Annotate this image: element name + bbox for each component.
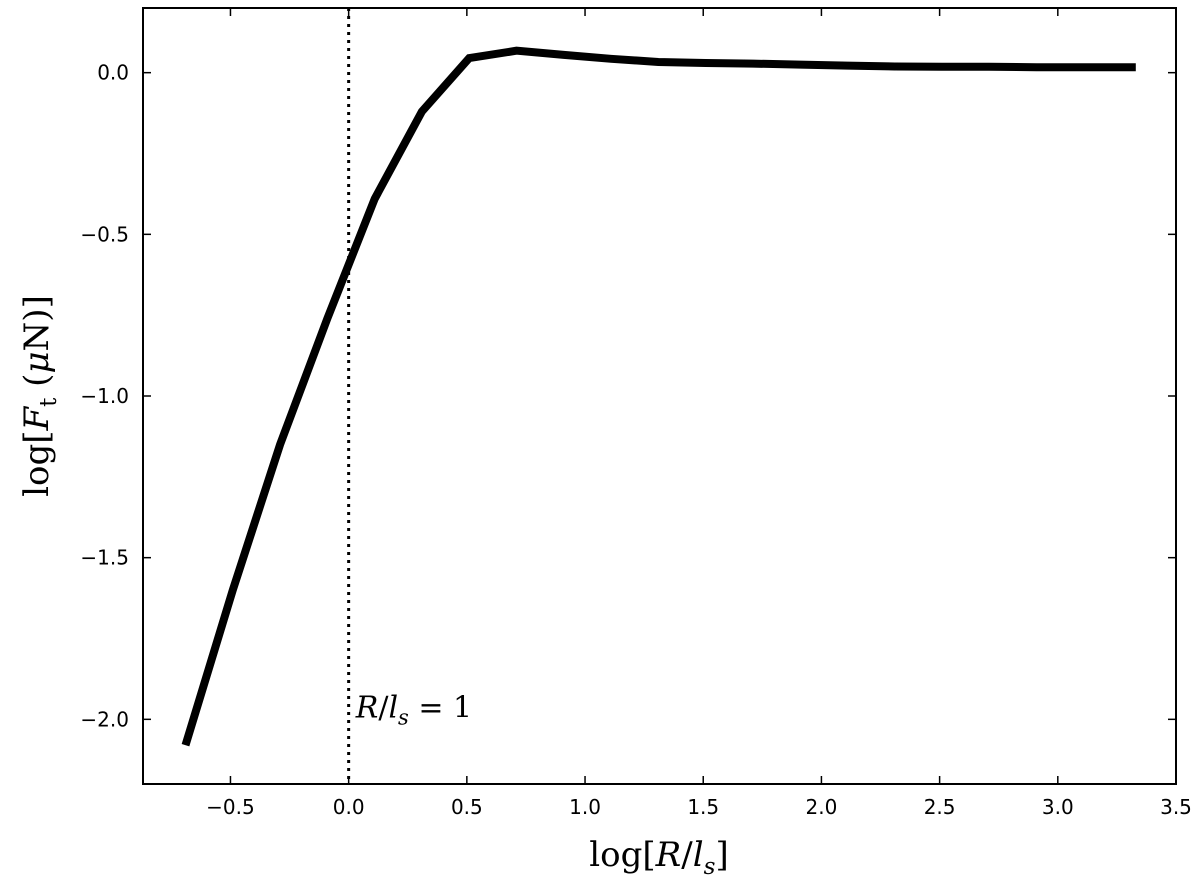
annotation-eq: = 1	[409, 690, 472, 725]
y-axis-label-open: (	[17, 374, 57, 398]
y-tick-label: −1.0	[80, 384, 129, 408]
annotation-slash: /	[378, 690, 389, 725]
y-axis-label-var: F	[17, 405, 57, 431]
x-tick-label: 1.5	[687, 795, 719, 819]
x-tick-label: 3.0	[1042, 795, 1074, 819]
y-tick-label: −0.5	[80, 222, 129, 246]
y-axis-label-sub: t	[36, 397, 62, 407]
x-tick-label: 2.0	[806, 795, 838, 819]
x-tick-label: 3.5	[1160, 795, 1192, 819]
x-axis-label-sub: s	[704, 854, 716, 880]
y-axis-label-mu: μ	[17, 351, 57, 373]
annotation-sub: s	[398, 705, 409, 729]
x-tick-label: 0.5	[451, 795, 483, 819]
labels-layer: −0.5 0.0 0.5 1.0 1.5 2.0 2.5 3.0 3.5 0.0 −0.5 −1.0 −…	[80, 61, 1191, 819]
x-tick-label: 1.0	[569, 795, 601, 819]
x-tick-label: −0.5	[206, 795, 255, 819]
x-tick-label: 0.0	[333, 795, 365, 819]
x-axis-label-slash: /	[681, 835, 693, 875]
annotation-label: R/ls = 1	[355, 690, 472, 729]
y-tick-label: −1.5	[80, 546, 129, 570]
x-axis-label-var: R	[655, 835, 682, 875]
x-axis-label-pre: log[	[589, 835, 655, 875]
series-line	[181, 46, 1136, 747]
y-axis-label-unit: N	[17, 322, 57, 352]
annotation-var: R	[355, 690, 379, 725]
y-tick-label: 0.0	[97, 61, 129, 85]
x-axis-label: log[R/ls]	[589, 835, 728, 880]
y-tick-label: −2.0	[80, 707, 129, 731]
plot-frame	[142, 7, 1177, 785]
x-axis-label-var2: l	[693, 835, 704, 875]
annotation-var2: l	[388, 690, 398, 725]
series-layer	[181, 46, 1136, 747]
y-axis-label-post: )]	[17, 295, 57, 322]
y-axis-label: log[Ft (μN)]	[17, 295, 62, 497]
x-axis-label-post: ]	[715, 835, 728, 875]
x-tick-label: 2.5	[924, 795, 956, 819]
y-axis-label-pre: log[	[17, 430, 57, 496]
